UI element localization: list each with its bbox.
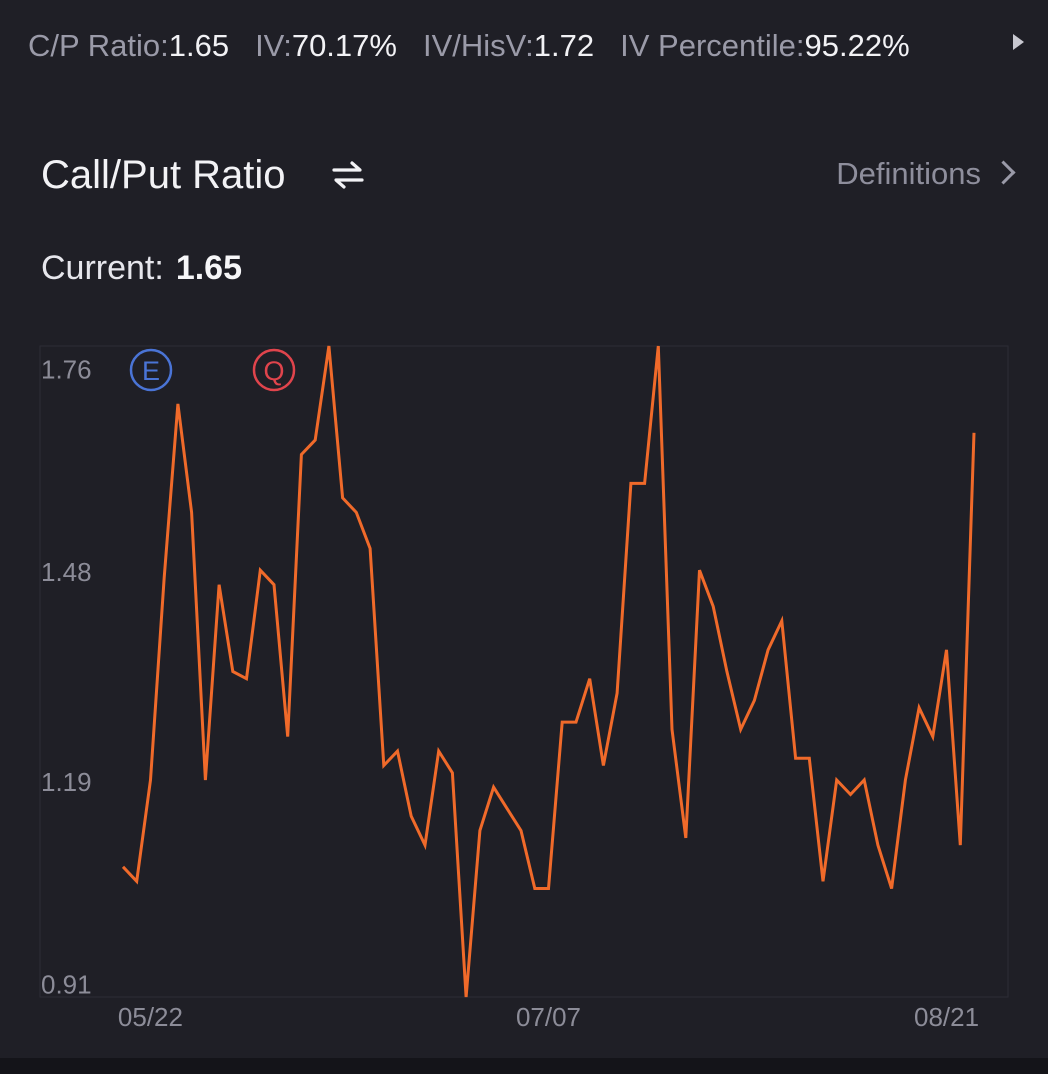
chart-svg[interactable]: 1.76 1.48 1.19 0.91 05/22 07/07 08/21 E Q xyxy=(0,330,1048,1040)
current-label: Current: xyxy=(41,249,164,287)
stat-iv-hisv: IV/HisV:1.72 xyxy=(422,28,595,63)
x-tick-label: 08/21 xyxy=(914,1002,979,1032)
event-marker-label: E xyxy=(142,356,160,386)
chevron-right-icon xyxy=(991,160,1016,185)
swap-arrows-icon[interactable] xyxy=(330,160,366,190)
x-tick-label: 05/22 xyxy=(118,1002,183,1032)
current-value: 1.65 xyxy=(175,249,243,287)
event-marker-e xyxy=(129,348,173,392)
y-tick-label: 1.48 xyxy=(41,557,92,587)
stat-cp-ratio: C/P Ratio:1.65 xyxy=(28,28,230,63)
plot-frame xyxy=(39,345,1009,998)
definitions-label: Definitions xyxy=(836,156,981,191)
y-tick-label: 1.76 xyxy=(41,355,92,385)
play-arrow-icon[interactable] xyxy=(1013,34,1024,50)
event-marker-label: Q xyxy=(263,356,284,386)
definitions-link[interactable]: Definitions xyxy=(836,154,1016,194)
y-tick-label: 0.91 xyxy=(41,970,92,1000)
stat-iv: IV:70.17% xyxy=(255,28,397,63)
x-tick-label: 07/07 xyxy=(516,1002,581,1032)
cp-ratio-line xyxy=(121,345,976,998)
stats-bar[interactable]: C/P Ratio:1.65 IV:70.17% IV/HisV:1.72 IV Pe… xyxy=(0,0,1048,92)
cp-ratio-chart[interactable]: 1.76 1.48 1.19 0.91 05/22 07/07 08/21 E Q xyxy=(0,330,1048,1040)
y-tick-label: 1.19 xyxy=(41,767,92,797)
event-marker-q xyxy=(252,348,296,392)
bottom-strip xyxy=(0,1058,1048,1074)
page-title: Call/Put Ratio xyxy=(41,153,286,197)
current-value-row: Current: 1.65 xyxy=(41,246,242,290)
stats-row: C/P Ratio:1.65 IV:70.17% IV/HisV:1.72 IV Pe… xyxy=(28,26,980,66)
stat-iv-percentile: IV Percentile:95.22% xyxy=(620,28,910,63)
